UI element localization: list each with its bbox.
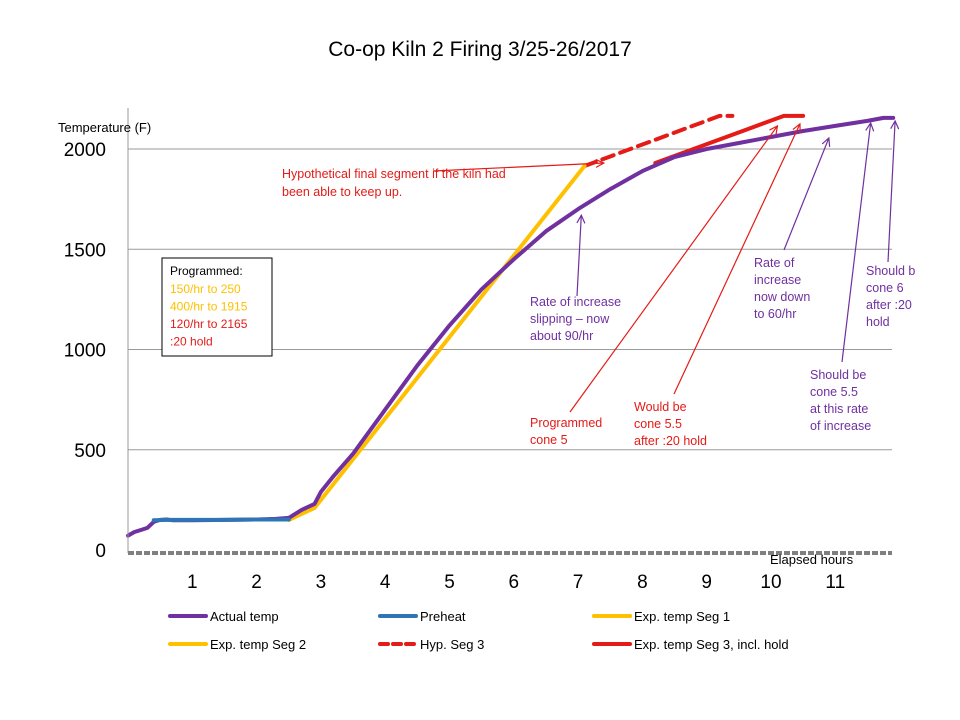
series-lines: [126, 113, 896, 538]
y-tick-label: 500: [74, 441, 106, 462]
x-tick-label: 11: [825, 572, 845, 593]
legend-label: Hyp. Seg 3: [420, 637, 484, 652]
annotation-text: about 90/hr: [530, 329, 593, 343]
y-tick-label: 2000: [64, 140, 106, 161]
annotation-text: cone 6: [866, 281, 904, 295]
legend-label: Exp. temp Seg 1: [634, 609, 730, 624]
annotation-text: hold: [866, 315, 890, 329]
x-tick-label: 10: [760, 572, 781, 593]
x-tick-label: 4: [380, 572, 391, 593]
y-tick-labels: 0 500 1000 1500 2000: [64, 140, 106, 562]
program-box-lines: 150/hr to 250 400/hr to 1915 120/hr to 216…: [170, 282, 248, 349]
annotation-arrowhead: [821, 136, 831, 147]
legend-label: Preheat: [420, 609, 466, 624]
annotation-text: Would be: [634, 400, 687, 414]
program-box-line: 150/hr to 250: [170, 282, 241, 296]
annotation-arrow: [673, 123, 801, 395]
x-tick-label: 7: [573, 572, 584, 593]
annotation-text: Programmed: [530, 416, 602, 430]
annotation-text: increase: [754, 273, 801, 287]
annotation-text: Rate of increase: [530, 295, 621, 309]
x-tick-label: 8: [637, 572, 648, 593]
annotation-arrowhead: [890, 119, 900, 130]
program-box-line: 400/hr to 1915: [170, 300, 248, 314]
annotation-text: been able to keep up.: [282, 185, 402, 199]
annotation-arrow: [576, 215, 582, 297]
annotation-arrowhead: [769, 124, 779, 135]
series-line: [151, 517, 291, 523]
annotation-text: to 60/hr: [754, 307, 796, 321]
annotation-text: Hypothetical final segment if the kiln h…: [282, 167, 506, 181]
chart-title: Co-op Kiln 2 Firing 3/25-26/2017: [328, 38, 632, 61]
program-box-frame: [161, 257, 273, 357]
annotation-text: after :20: [866, 298, 912, 312]
x-tick-label: 2: [251, 572, 262, 593]
legend-label: Actual temp: [210, 609, 279, 624]
program-box-line: 120/hr to 2165: [170, 317, 248, 331]
annotation-arrowhead: [865, 121, 875, 132]
annotation-arrowhead: [576, 213, 586, 224]
annotation-text: at this rate: [810, 402, 868, 416]
series-line: [653, 113, 806, 165]
x-tick-label: 6: [509, 572, 520, 593]
x-tick-label: 3: [316, 572, 327, 593]
annotation-arrowhead: [792, 122, 801, 133]
annotation-text: Should b: [866, 264, 915, 278]
annotation-text: of increase: [810, 419, 871, 433]
annotation-arrow: [887, 120, 896, 263]
annotation-text: after :20 hold: [634, 434, 707, 448]
annotation-text: Should be: [810, 368, 866, 382]
x-tick-label: 9: [701, 572, 712, 593]
annotation-arrow: [432, 162, 604, 172]
x-tick-label: 1: [187, 572, 198, 593]
y-tick-label: 0: [95, 541, 106, 562]
y-tick-label: 1000: [64, 341, 106, 362]
series-line: [286, 497, 323, 522]
annotation-text: cone 5: [530, 433, 568, 447]
y-axis-title: Temperature (F): [58, 120, 151, 135]
annotation-text: cone 5.5: [634, 417, 682, 431]
x-tick-labels: 1 2 3 4 5 6 7 8 9 10 11: [187, 572, 845, 593]
annotation-arrowhead: [595, 158, 606, 168]
series-line: [318, 164, 587, 502]
program-box-line: :20 hold: [170, 335, 213, 349]
series-line: [582, 113, 735, 168]
annotation-arrow: [783, 137, 830, 251]
annotation-arrow: [841, 122, 872, 363]
annotations: Hypothetical final segment if the kiln h…: [282, 119, 915, 448]
legend-label: Exp. temp Seg 3, incl. hold: [634, 637, 789, 652]
annotation-text: cone 5.5: [810, 385, 858, 399]
x-tick-label: 5: [444, 572, 455, 593]
legend-label: Exp. temp Seg 2: [210, 637, 306, 652]
x-axis-title: Elapsed hours: [770, 552, 854, 567]
annotation-arrow: [569, 125, 778, 413]
program-box-heading: Programmed:: [170, 264, 243, 278]
legend: Actual temp Preheat Exp. temp Seg 1 Exp. te…: [168, 609, 789, 652]
y-tick-label: 1500: [64, 240, 106, 261]
annotation-text: now down: [754, 290, 810, 304]
annotation-text: Rate of: [754, 256, 795, 270]
annotation-text: slipping – now: [530, 312, 610, 326]
